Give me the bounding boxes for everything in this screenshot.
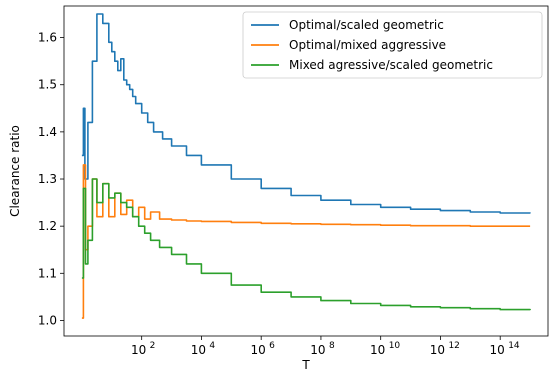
series-line-2 [81,164,531,319]
x-tick-label: 10 [310,343,325,357]
x-tick-exponent: 10 [389,341,401,351]
legend-entry-2: Optimal/mixed aggressive [289,38,446,52]
y-tick-label: 1.6 [38,31,57,45]
x-tick-label: 10 [490,343,505,357]
x-tick-exponent: 4 [209,341,215,351]
series-layer [81,13,531,319]
axes-frame [63,5,549,337]
x-tick-label: 10 [131,343,146,357]
x-axis-ticks: 10 2 10 4 10 6 10 8 10 10 10 12 10 14 [131,336,520,357]
y-tick-label: 1.3 [38,172,57,186]
x-tick-exponent: 12 [448,341,459,351]
plot-area-border [63,5,549,337]
series-line-3 [81,178,531,311]
legend-entry-3: Mixed agressive/scaled geometric [289,58,493,72]
legend-entry-1: Optimal/scaled geometric [289,18,444,32]
y-tick-label: 1.0 [38,313,57,327]
x-tick-exponent: 14 [508,341,520,351]
x-tick-label: 10 [191,343,206,357]
x-tick-exponent: 2 [150,341,156,351]
y-tick-label: 1.5 [38,78,57,92]
x-tick-label: 10 [251,343,266,357]
legend-box [242,11,543,79]
y-tick-label: 1.4 [38,125,57,139]
y-tick-label: 1.2 [38,219,57,233]
x-tick-exponent: 6 [269,341,275,351]
x-tick-exponent: 8 [329,341,335,351]
series-line-1 [81,13,531,214]
y-tick-label: 1.1 [38,266,57,280]
y-axis-label: Clearance ratio [8,125,22,217]
legend: Optimal/scaled geometric Optimal/mixed ag… [242,11,543,79]
x-axis-label: T [301,358,310,372]
x-tick-label: 10 [370,343,385,357]
y-axis-ticks: 1.0 1.1 1.2 1.3 1.4 1.5 1.6 [38,31,64,327]
x-tick-label: 10 [430,343,445,357]
